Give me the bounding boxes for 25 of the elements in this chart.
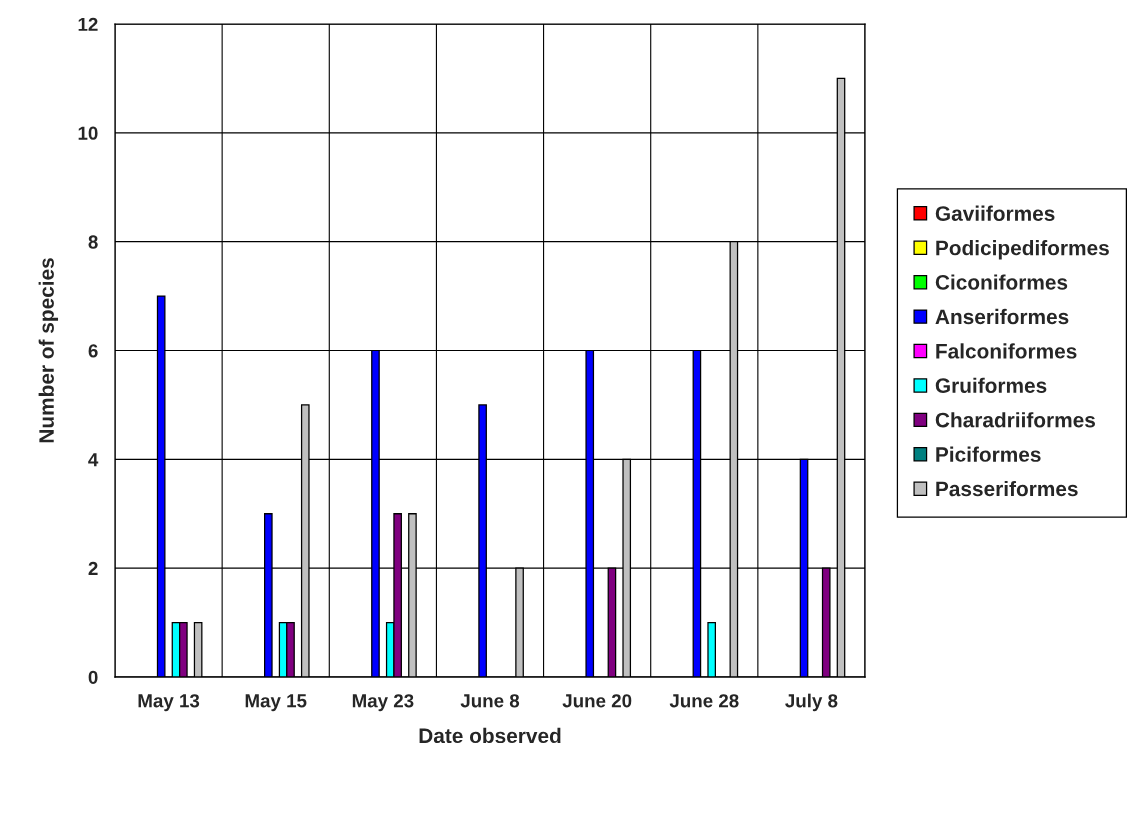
legend-label: Gruiformes: [935, 377, 1047, 394]
y-tick-label: 6: [88, 344, 98, 358]
x-tick-label: June 28: [669, 694, 739, 708]
legend-label: Gaviiformes: [935, 205, 1055, 221]
y-tick-label: 0: [88, 670, 98, 684]
x-axis-title: Date observed: [419, 727, 561, 744]
legend-label: Charadriiformes: [935, 412, 1095, 428]
x-tick-label: May 13: [138, 694, 200, 712]
x-tick-label: July 8: [785, 693, 838, 712]
x-tick-label: June 20: [562, 694, 632, 708]
legend-label: Anseriformes: [935, 308, 1069, 325]
x-tick-label: May 23: [352, 694, 414, 712]
x-tick-label: June 8: [460, 694, 520, 708]
y-tick-label: 2: [88, 561, 98, 575]
y-tick-label: 8: [88, 235, 98, 249]
y-axis-title: Number of species: [38, 258, 59, 443]
legend-label: Ciconiformes: [935, 274, 1068, 290]
y-tick-label: 12: [78, 17, 98, 31]
y-tick-label: 4: [88, 453, 99, 467]
legend-label: Podicipediformes: [936, 240, 1109, 260]
legend-label: Passeriformes: [936, 480, 1078, 497]
y-tick-label: 10: [78, 126, 98, 140]
x-tick-label: May 15: [245, 694, 307, 712]
legend-label: Piciformes: [936, 446, 1041, 462]
legend-label: Falconiformes: [936, 343, 1077, 359]
